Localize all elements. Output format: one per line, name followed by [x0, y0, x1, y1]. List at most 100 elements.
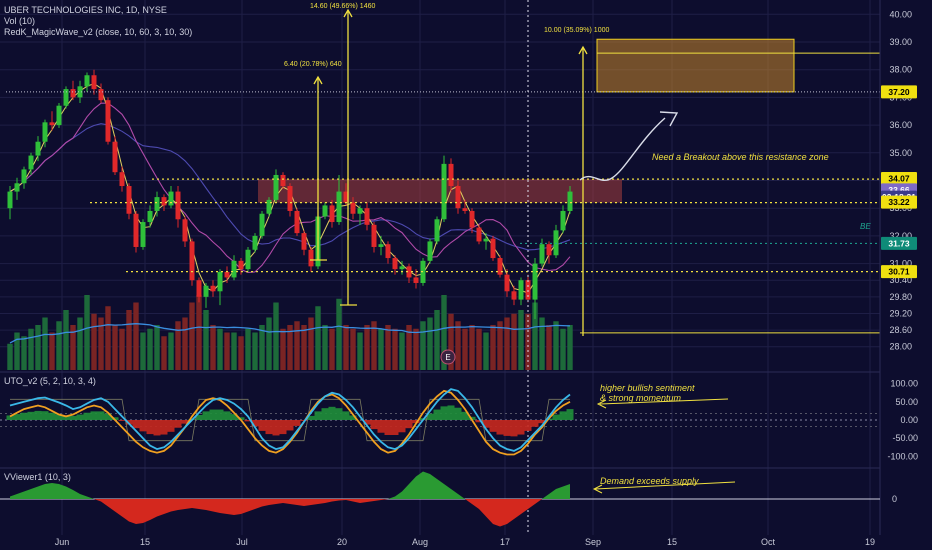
uto-hist-41 [293, 420, 301, 426]
horizontal-levels [6, 52, 880, 334]
price-tag-3: 33.22 [888, 197, 910, 207]
uto-hist-62 [440, 406, 448, 420]
volume-bar-35 [252, 332, 258, 370]
candle-body-54 [385, 244, 391, 259]
volume-bar-79 [560, 328, 566, 370]
uto-hist-65 [461, 411, 469, 420]
uto-axis: 100.00 50.00 0.00 -50.00 -100.00 [887, 379, 918, 462]
uto-hist-2 [20, 412, 28, 420]
volume-bar-61 [434, 310, 440, 370]
volume-bar-56 [399, 332, 405, 370]
volume-bar-15 [112, 325, 118, 370]
uto-hist-8 [62, 415, 70, 420]
uto-hist-49 [349, 415, 357, 420]
uto-hist-76 [538, 420, 546, 424]
candle-body-73 [518, 280, 524, 300]
candle-body-65 [462, 208, 468, 211]
uto-tick-1: 50.00 [895, 397, 918, 407]
volume-bar-60 [427, 317, 433, 370]
uto-hist-34 [244, 420, 252, 422]
volume-bar-75 [532, 302, 538, 370]
candle-body-52 [371, 224, 377, 247]
volume-bar-76 [539, 317, 545, 370]
time-tick-3: 20 [337, 537, 347, 547]
price-tag-bg-0 [881, 172, 917, 186]
volume-bar-69 [490, 325, 496, 370]
candle-body-74 [525, 280, 531, 300]
volume-bar-67 [476, 328, 482, 370]
candle-body-19 [140, 222, 146, 247]
uto-hist-10 [76, 414, 84, 420]
candle-body-41 [294, 210, 300, 234]
uto-hist-45 [321, 408, 329, 420]
volume-bar-33 [238, 336, 244, 370]
candle-body-69 [490, 238, 496, 259]
price-tick-11: 29.80 [889, 292, 912, 302]
candle-body-66 [469, 210, 475, 228]
uto-hist-6 [48, 412, 56, 420]
uto-hist-53 [377, 420, 385, 433]
uto-hist-11 [83, 412, 91, 420]
candle-body-63 [448, 163, 454, 187]
candle-body-17 [126, 186, 132, 214]
uto-hist-43 [307, 415, 315, 420]
candle-body-55 [392, 258, 398, 270]
uto-hist-30 [216, 409, 224, 420]
candle-body-40 [287, 186, 293, 211]
volume-bar-40 [287, 325, 293, 370]
volume-bar-63 [448, 313, 454, 370]
uto-main-line [9, 388, 571, 452]
uto-hist-80 [566, 409, 574, 420]
candle-body-76 [539, 244, 545, 264]
time-tick-9: 19 [865, 537, 875, 547]
candle-body-50 [357, 208, 363, 214]
candle-body-25 [182, 219, 188, 242]
uto-hist-64 [454, 407, 462, 420]
uto-hist-73 [517, 420, 525, 435]
measure-3-head [578, 45, 588, 55]
uto-hist-46 [328, 406, 336, 420]
candle-body-4 [35, 141, 41, 156]
uto-hist-20 [146, 420, 154, 435]
volume-bar-26 [189, 302, 195, 370]
uto-hist-1 [13, 414, 21, 420]
measure-label-2: 6.40 (20.78%) 640 [284, 61, 342, 68]
volume-bar-66 [469, 325, 475, 370]
uto-tick-2: 0.00 [900, 415, 918, 425]
candle-body-72 [511, 291, 517, 300]
uto-hist-14 [104, 413, 112, 420]
time-tick-2: Jul [236, 537, 248, 547]
candle-body-21 [154, 197, 160, 211]
candle-body-68 [483, 238, 489, 242]
uto-hist-37 [265, 420, 273, 435]
uto-hist-51 [363, 420, 371, 425]
earnings-marker[interactable] [440, 349, 456, 365]
volume-bar-54 [385, 325, 391, 370]
candle-body-23 [168, 191, 174, 206]
candlesticks [7, 69, 573, 319]
volume-bar-65 [462, 328, 468, 370]
uto-hist-31 [223, 411, 231, 420]
candle-body-70 [497, 258, 503, 275]
candle-body-2 [21, 169, 27, 184]
volume-bar-9 [70, 325, 76, 370]
volume-bar-73 [518, 310, 524, 370]
vviewer-tick-0: 0 [892, 494, 897, 504]
volume-bar-19 [140, 332, 146, 370]
resistance-zone [258, 179, 622, 203]
volume-bar-8 [63, 310, 69, 370]
uto-hist-72 [510, 420, 518, 437]
candle-body-79 [560, 210, 566, 231]
uto-hist-48 [342, 411, 350, 420]
uto-hist-69 [489, 420, 497, 432]
time-tick-4: Aug [412, 537, 428, 547]
uto-hist-52 [370, 420, 378, 430]
volume-bar-42 [301, 325, 307, 370]
volume-bar-6 [49, 332, 55, 370]
candle-body-67 [476, 227, 482, 242]
volume-bar-4 [35, 325, 41, 370]
volume-bar-1 [14, 332, 20, 370]
candle-body-58 [413, 277, 419, 283]
